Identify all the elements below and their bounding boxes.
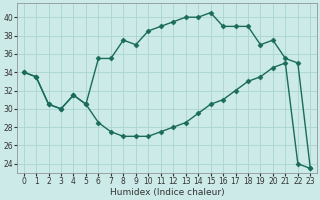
X-axis label: Humidex (Indice chaleur): Humidex (Indice chaleur) bbox=[110, 188, 224, 197]
